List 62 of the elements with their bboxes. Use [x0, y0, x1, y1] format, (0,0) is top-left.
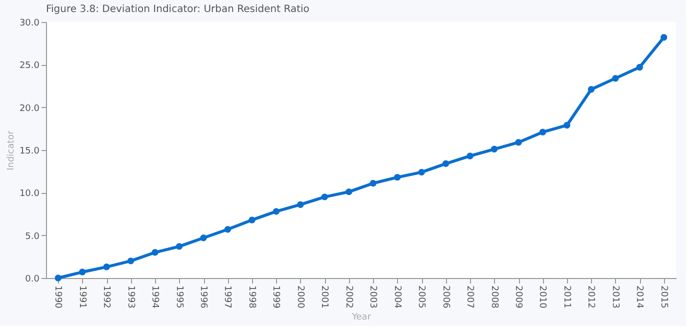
x-tick-label: 1993	[125, 286, 136, 308]
point	[660, 34, 668, 41]
x-tick-label: 1995	[174, 286, 184, 308]
point	[394, 174, 401, 181]
y-tick-label: 25.0	[19, 61, 40, 72]
point	[176, 243, 183, 250]
point	[370, 180, 376, 187]
point	[418, 168, 425, 176]
point	[78, 268, 86, 276]
point	[490, 146, 498, 152]
point	[346, 188, 352, 196]
point	[636, 64, 644, 71]
x-tick-label: 2007	[464, 286, 475, 308]
point	[297, 201, 304, 208]
x-tick-label: 1994	[150, 286, 160, 309]
x-tick-label: 2006	[440, 286, 450, 309]
x-tick-label: 1991	[76, 286, 87, 308]
y-tick-label: 20.0	[19, 104, 40, 114]
point	[564, 122, 570, 129]
point	[54, 274, 62, 282]
x-tick-label: 1996	[198, 286, 208, 309]
x-tick-label: 1990	[52, 286, 63, 309]
x-tick-label: 2015	[658, 286, 668, 308]
point	[103, 264, 110, 270]
x-tick-label: 1997	[222, 286, 232, 308]
y-tick-label: 5.0	[25, 232, 40, 242]
y-tick-label: 0.0	[25, 274, 40, 284]
point	[515, 138, 522, 146]
point	[321, 194, 328, 200]
chart-title: Figure 3.8: Deviation Indicator: Urban Resident Ratio	[46, 4, 310, 15]
x-tick-label: 2010	[537, 286, 548, 309]
point	[152, 249, 158, 256]
x-tick-label: 2005	[416, 286, 426, 308]
point	[588, 86, 595, 93]
point	[442, 160, 450, 167]
y-tick-label: 30.0	[19, 18, 40, 28]
x-tick-label: 2001	[319, 286, 330, 308]
x-tick-label: 2009	[513, 286, 523, 309]
point	[248, 216, 256, 224]
x-tick-label: 1998	[246, 286, 256, 309]
y-tick-label: 15.0	[19, 146, 40, 156]
x-tick-label: 1992	[101, 286, 112, 308]
x-tick-label: 2012	[586, 286, 596, 308]
x-tick-label: 2011	[561, 286, 572, 308]
x-tick-label: 2014	[634, 286, 644, 309]
point	[127, 258, 134, 264]
x-tick-label: 2004	[392, 286, 402, 309]
x-tick-label: 2013	[610, 286, 620, 308]
y-tick-label: 10.0	[19, 189, 40, 200]
x-tick-label: 1999	[270, 286, 281, 309]
x-tick-label: 2000	[294, 286, 305, 309]
point	[612, 74, 619, 82]
point	[272, 208, 280, 215]
point	[539, 128, 546, 136]
x-tick-label: 2003	[368, 286, 378, 308]
x-axis-title: Year	[350, 312, 372, 322]
x-tick-label: 2002	[343, 286, 354, 308]
y-axis-title: Indicator	[6, 130, 16, 170]
x-tick-label: 2008	[488, 286, 499, 309]
point	[200, 234, 207, 242]
point	[466, 152, 474, 160]
point	[224, 226, 232, 233]
